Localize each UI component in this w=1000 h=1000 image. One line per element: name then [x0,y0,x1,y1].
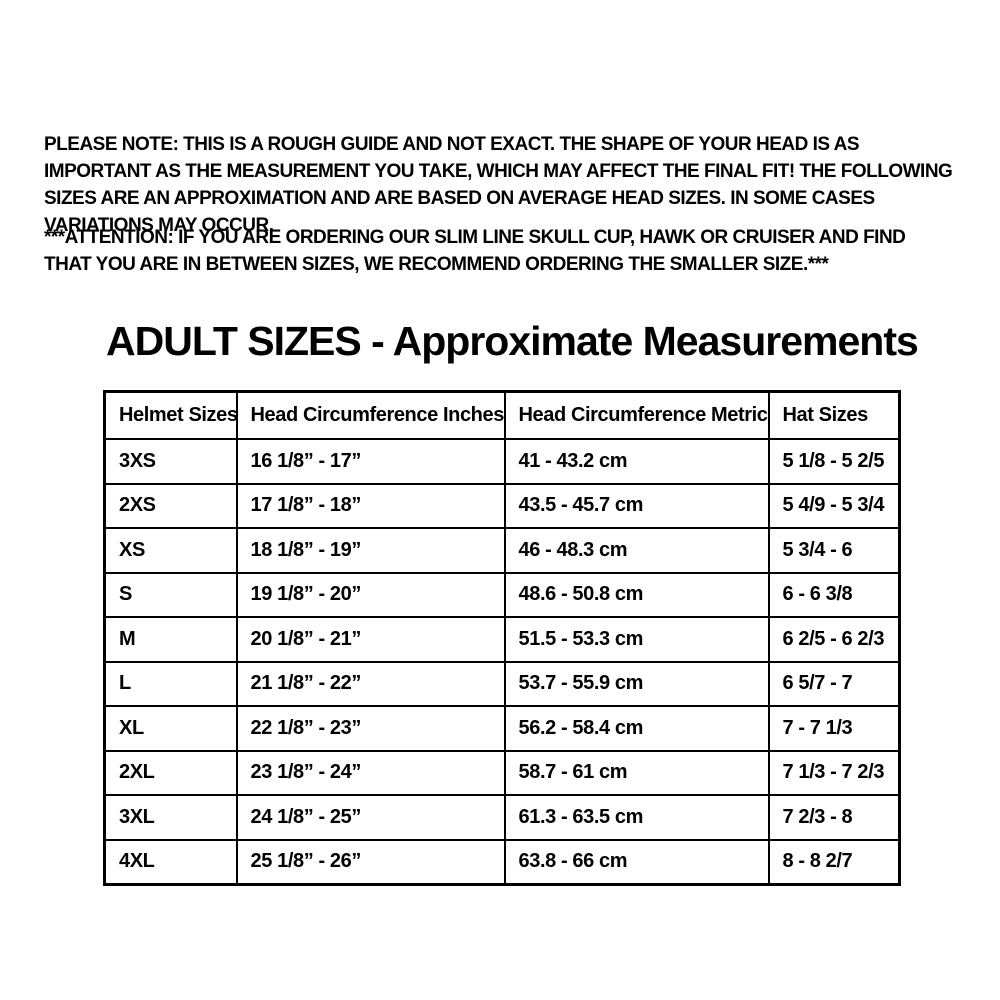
metric-cell: 41 - 43.2 cm [503,438,770,485]
hat-size-cell: 8 - 8 2/7 [767,838,901,886]
size-row-4xl: 4XL 25 1/8” - 26” 63.8 - 66 cm 8 - 8 2/7 [103,838,901,886]
table-header-row: Helmet Sizes Head Circumference Inches H… [103,390,901,440]
helmet-size-cell: XS [103,527,238,574]
metric-cell: 48.6 - 50.8 cm [503,571,770,618]
helmet-size-cell: M [103,616,238,663]
helmet-size-cell: 4XL [103,838,238,886]
inches-cell: 18 1/8” - 19” [235,527,506,574]
hat-size-cell: 6 2/5 - 6 2/3 [767,616,901,663]
metric-cell: 58.7 - 61 cm [503,749,770,796]
hat-size-cell: 7 1/3 - 7 2/3 [767,749,901,796]
helmet-size-cell: 2XL [103,749,238,796]
metric-cell: 61.3 - 63.5 cm [503,794,770,841]
column-header-hat-sizes: Hat Sizes [767,390,901,440]
size-row-s: S 19 1/8” - 20” 48.6 - 50.8 cm 6 - 6 3/8 [103,571,901,618]
helmet-size-cell: S [103,571,238,618]
helmet-size-cell: 3XS [103,438,238,485]
attention-paragraph: ***ATTENTION: IF YOU ARE ORDERING OUR SL… [44,227,906,275]
inches-cell: 22 1/8” - 23” [235,705,506,752]
size-row-3xs: 3XS 16 1/8” - 17” 41 - 43.2 cm 5 1/8 - 5… [103,438,901,485]
helmet-size-cell: 2XS [103,482,238,529]
column-header-helmet-sizes: Helmet Sizes [103,390,238,440]
size-row-m: M 20 1/8” - 21” 51.5 - 53.3 cm 6 2/5 - 6… [103,616,901,663]
column-header-metric: Head Circumference Metric [503,390,770,440]
size-row-xl: XL 22 1/8” - 23” 56.2 - 58.4 cm 7 - 7 1/… [103,705,901,752]
inches-cell: 21 1/8” - 22” [235,660,506,707]
hat-size-cell: 6 - 6 3/8 [767,571,901,618]
inches-cell: 16 1/8” - 17” [235,438,506,485]
size-row-3xl: 3XL 24 1/8” - 25” 61.3 - 63.5 cm 7 2/3 -… [103,794,901,841]
inches-cell: 17 1/8” - 18” [235,482,506,529]
page-title: ADULT SIZES - Approximate Measurements [106,318,919,364]
hat-size-cell: 5 1/8 - 5 2/5 [767,438,901,485]
size-row-2xs: 2XS 17 1/8” - 18” 43.5 - 45.7 cm 5 4/9 -… [103,482,901,529]
inches-cell: 25 1/8” - 26” [235,838,506,886]
inches-cell: 20 1/8” - 21” [235,616,506,663]
column-header-inches: Head Circumference Inches [235,390,506,440]
size-row-xs: XS 18 1/8” - 19” 46 - 48.3 cm 5 3/4 - 6 [103,527,901,574]
please-note-paragraph: PLEASE NOTE: THIS IS A ROUGH GUIDE AND N… [44,134,953,236]
metric-cell: 53.7 - 55.9 cm [503,660,770,707]
metric-cell: 63.8 - 66 cm [503,838,770,886]
hat-size-cell: 7 2/3 - 8 [767,794,901,841]
inches-cell: 19 1/8” - 20” [235,571,506,618]
hat-size-cell: 6 5/7 - 7 [767,660,901,707]
size-row-l: L 21 1/8” - 22” 53.7 - 55.9 cm 6 5/7 - 7 [103,660,901,707]
adult-sizes-table: Helmet Sizes Head Circumference Inches H… [103,390,901,886]
hat-size-cell: 5 3/4 - 6 [767,527,901,574]
helmet-size-cell: L [103,660,238,707]
helmet-size-cell: 3XL [103,794,238,841]
inches-cell: 23 1/8” - 24” [235,749,506,796]
hat-size-cell: 5 4/9 - 5 3/4 [767,482,901,529]
metric-cell: 46 - 48.3 cm [503,527,770,574]
metric-cell: 43.5 - 45.7 cm [503,482,770,529]
hat-size-cell: 7 - 7 1/3 [767,705,901,752]
helmet-size-cell: XL [103,705,238,752]
metric-cell: 51.5 - 53.3 cm [503,616,770,663]
size-row-2xl: 2XL 23 1/8” - 24” 58.7 - 61 cm 7 1/3 - 7… [103,749,901,796]
metric-cell: 56.2 - 58.4 cm [503,705,770,752]
inches-cell: 24 1/8” - 25” [235,794,506,841]
